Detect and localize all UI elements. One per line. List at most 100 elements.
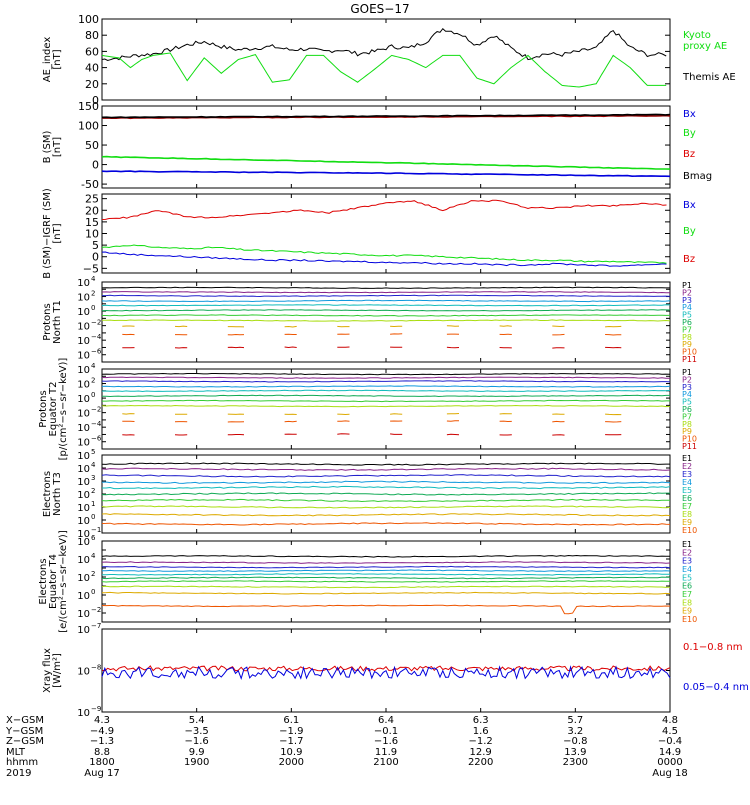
channel-line-4-11-3 xyxy=(285,347,297,348)
channel-line-4-9-7 xyxy=(500,326,512,327)
xaxis-value-3-3: −1.7 xyxy=(279,736,303,747)
legend-8-1: 0.1−0.8 nm xyxy=(683,642,742,653)
channel-line-4-5 xyxy=(102,305,670,306)
legend-1-2: proxy AE xyxy=(683,41,727,52)
xaxis-value-1-3: −1.3 xyxy=(90,736,114,747)
ytick-exp-4-0: 4 xyxy=(91,275,96,283)
xaxis-value-5-5: 2200 xyxy=(468,757,493,768)
channel-line-6-10 xyxy=(102,523,670,525)
xray-line-2 xyxy=(102,667,670,679)
xaxis-value-4-3: −1.6 xyxy=(374,736,398,747)
xaxis-value-2-3: −1.6 xyxy=(185,736,209,747)
xaxis-value-5-3: −1.2 xyxy=(469,736,493,747)
channel-line-5-3 xyxy=(102,381,670,382)
ytick-label-6-3: 10 xyxy=(77,490,90,501)
ytick-label-6-5: 10 xyxy=(77,516,90,527)
ytick-label-4-2: 10 xyxy=(77,307,90,318)
ytick-exp-8-2: −9 xyxy=(91,705,101,713)
ytick-label-5-3: 10 xyxy=(77,409,90,420)
panel-frame-4 xyxy=(102,282,670,362)
plot-title: GOES−17 xyxy=(350,2,409,16)
xaxis-value-4-1: 6.4 xyxy=(378,715,394,726)
ytick-label-8-1: 10 xyxy=(77,667,90,678)
xaxis-value-4-5: 2100 xyxy=(373,757,398,768)
ylabel-7-3: [e/(cm²−s−sr−keV)] xyxy=(58,530,69,633)
xaxis-value-6-5: 2300 xyxy=(563,757,588,768)
ytick-exp-6-2: 3 xyxy=(91,474,95,482)
xaxis-row-label-3: Z−GSM xyxy=(6,736,44,747)
xaxis-row-label-5: hhmm xyxy=(6,757,38,768)
ytick-label-2-1: 100 xyxy=(78,120,99,133)
channel-line-5-9-5 xyxy=(390,414,402,415)
ytick-exp-4-5: −6 xyxy=(91,348,102,356)
ytick-label-1-4: 20 xyxy=(85,78,99,91)
channel-line-4-9-6 xyxy=(447,326,459,327)
ytick-exp-6-1: 4 xyxy=(91,461,96,469)
channel-line-4-7 xyxy=(102,315,670,316)
channel-line-4-10-9 xyxy=(605,335,621,336)
channel-line-7-4 xyxy=(102,570,670,572)
ytick-label-5-5: 10 xyxy=(77,438,90,449)
xaxis-value-1-6: Aug 17 xyxy=(84,768,119,779)
xaxis-value-2-1: 5.4 xyxy=(189,715,205,726)
legend-5-11: P11 xyxy=(682,442,697,451)
legend-1-3: Themis AE xyxy=(682,72,736,83)
channel-line-4-9-1 xyxy=(175,326,187,327)
ytick-label-2-2: 50 xyxy=(85,139,99,152)
ytick-exp-8-0: −7 xyxy=(91,622,101,630)
ylabel-4-2: North T1 xyxy=(52,300,63,344)
channel-line-5-10-6 xyxy=(447,421,459,422)
channel-line-5-9-0 xyxy=(122,414,134,415)
ytick-exp-6-5: 0 xyxy=(91,513,95,521)
channel-line-5-11-6 xyxy=(447,434,459,435)
ytick-label-6-0: 10 xyxy=(77,451,90,462)
channel-line-4-9-8 xyxy=(552,326,564,327)
channel-line-7-8 xyxy=(102,586,670,588)
ytick-label-5-1: 10 xyxy=(77,380,90,391)
legend-6-10: E10 xyxy=(682,526,697,535)
channel-line-4-4 xyxy=(102,300,670,301)
channel-line-6-4 xyxy=(102,481,670,483)
series-line-3-1 xyxy=(102,252,667,266)
xaxis-value-2-5: 1900 xyxy=(184,757,209,768)
channel-line-5-10-3 xyxy=(285,421,297,422)
legend-2-1: Bx xyxy=(683,109,696,120)
legend-4-11: P11 xyxy=(682,355,697,364)
channel-line-5-8 xyxy=(102,406,670,407)
channel-line-6-6 xyxy=(102,493,670,495)
xaxis-value-3-1: 6.1 xyxy=(283,715,299,726)
ytick-exp-6-0: 5 xyxy=(91,448,95,456)
ytick-label-1-1: 80 xyxy=(85,29,99,42)
channel-line-7-10 xyxy=(102,605,670,614)
ytick-label-3-6: −5 xyxy=(83,262,99,275)
channel-line-5-2 xyxy=(102,377,670,378)
ytick-label-6-1: 10 xyxy=(77,464,90,475)
xaxis-value-5-1: 6.3 xyxy=(473,715,489,726)
channel-line-4-1 xyxy=(102,287,670,288)
series-line-1-1 xyxy=(102,29,666,61)
ytick-label-1-3: 40 xyxy=(85,62,99,75)
ytick-label-7-3: 10 xyxy=(77,591,90,602)
ylabel-2-2: [nT] xyxy=(52,137,63,157)
ylabel-1-2: [nT] xyxy=(52,49,63,69)
ytick-label-5-2: 10 xyxy=(77,394,90,405)
series-line-3-2 xyxy=(102,245,667,263)
ytick-exp-4-2: 0 xyxy=(91,304,95,312)
series-line-3-3 xyxy=(102,200,667,219)
ytick-label-7-2: 10 xyxy=(77,573,90,584)
xaxis-value-7-5: 0000 xyxy=(657,757,682,768)
ytick-exp-6-3: 2 xyxy=(91,487,95,495)
channel-line-4-3 xyxy=(102,295,670,296)
channel-line-6-8 xyxy=(102,506,670,508)
ytick-exp-5-2: 0 xyxy=(91,391,95,399)
channel-line-4-9-9 xyxy=(605,326,621,327)
xaxis-value-1-5: 1800 xyxy=(89,757,114,768)
ytick-label-7-4: 10 xyxy=(77,609,90,620)
legend-3-2: By xyxy=(683,226,696,237)
ytick-label-8-2: 10 xyxy=(77,708,90,719)
legend-2-4: Bmag xyxy=(683,171,712,182)
ytick-label-1-0: 100 xyxy=(78,13,99,26)
ytick-label-5-0: 10 xyxy=(77,365,90,376)
